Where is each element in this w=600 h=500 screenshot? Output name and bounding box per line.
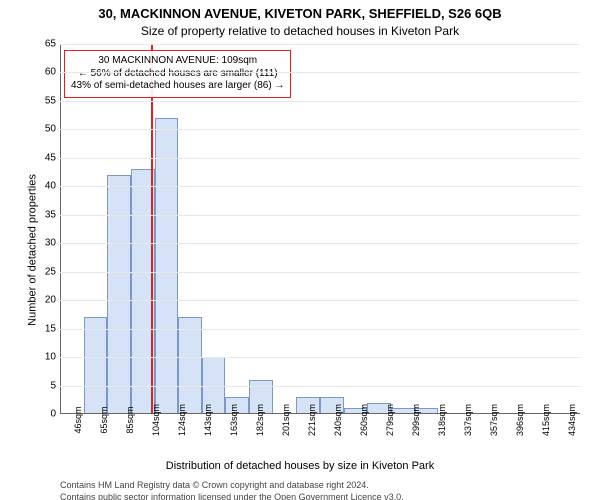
x-tick-label: 260sqm xyxy=(359,404,369,436)
histogram-bar xyxy=(155,118,179,414)
gridline xyxy=(60,158,580,159)
x-tick-label: 104sqm xyxy=(151,404,161,436)
y-tick-label: 50 xyxy=(16,124,56,135)
histogram-bar xyxy=(178,317,202,414)
gridline xyxy=(60,243,580,244)
reference-line xyxy=(151,44,153,414)
y-tick-label: 20 xyxy=(16,295,56,306)
annotation-line-2: ← 56% of detached houses are smaller (11… xyxy=(71,68,284,81)
y-tick-label: 45 xyxy=(16,152,56,163)
histogram-bar xyxy=(84,317,108,414)
y-tick-label: 35 xyxy=(16,209,56,220)
footer-line-2: Contains public sector information licen… xyxy=(60,492,590,500)
y-tick-label: 15 xyxy=(16,323,56,334)
gridline xyxy=(60,72,580,73)
x-tick-label: 85sqm xyxy=(125,406,135,433)
gridline xyxy=(60,44,580,45)
y-tick-label: 0 xyxy=(16,409,56,420)
x-tick-label: 201sqm xyxy=(281,404,291,436)
y-tick-label: 30 xyxy=(16,238,56,249)
gridline xyxy=(60,101,580,102)
x-tick-label: 46sqm xyxy=(73,406,83,433)
gridline xyxy=(60,300,580,301)
x-axis-line xyxy=(60,413,580,414)
annotation-box: 30 MACKINNON AVENUE: 109sqm ← 56% of det… xyxy=(64,50,291,98)
x-tick-label: 318sqm xyxy=(437,404,447,436)
plot-area: 30 MACKINNON AVENUE: 109sqm ← 56% of det… xyxy=(60,44,580,414)
y-tick-label: 65 xyxy=(16,39,56,50)
y-tick-label: 55 xyxy=(16,95,56,106)
x-tick-label: 415sqm xyxy=(541,404,551,436)
bars-container xyxy=(60,44,580,414)
x-tick-label: 434sqm xyxy=(567,404,577,436)
x-tick-label: 240sqm xyxy=(333,404,343,436)
gridline xyxy=(60,272,580,273)
gridline xyxy=(60,329,580,330)
x-tick-label: 65sqm xyxy=(99,406,109,433)
histogram-bar xyxy=(107,175,131,414)
x-tick-label: 221sqm xyxy=(307,404,317,436)
x-tick-label: 299sqm xyxy=(411,404,421,436)
gridline xyxy=(60,357,580,358)
y-tick-label: 5 xyxy=(16,380,56,391)
gridline xyxy=(60,215,580,216)
x-tick-label: 396sqm xyxy=(515,404,525,436)
main-title: 30, MACKINNON AVENUE, KIVETON PARK, SHEF… xyxy=(0,6,600,21)
annotation-line-1: 30 MACKINNON AVENUE: 109sqm xyxy=(71,55,284,68)
annotation-line-3: 43% of semi-detached houses are larger (… xyxy=(71,80,284,93)
y-tick-label: 60 xyxy=(16,67,56,78)
x-tick-label: 357sqm xyxy=(489,404,499,436)
x-tick-label: 279sqm xyxy=(385,404,395,436)
x-tick-label: 124sqm xyxy=(177,404,187,436)
x-tick-label: 143sqm xyxy=(203,404,213,436)
gridline xyxy=(60,386,580,387)
x-tick-label: 163sqm xyxy=(229,404,239,436)
footer-line-1: Contains HM Land Registry data © Crown c… xyxy=(60,480,590,490)
x-tick-label: 337sqm xyxy=(463,404,473,436)
sub-title: Size of property relative to detached ho… xyxy=(0,24,600,38)
gridline xyxy=(60,129,580,130)
y-tick-label: 40 xyxy=(16,181,56,192)
y-tick-label: 25 xyxy=(16,266,56,277)
y-tick-label: 10 xyxy=(16,352,56,363)
x-axis-label: Distribution of detached houses by size … xyxy=(0,460,600,472)
x-tick-label: 182sqm xyxy=(255,404,265,436)
gridline xyxy=(60,186,580,187)
